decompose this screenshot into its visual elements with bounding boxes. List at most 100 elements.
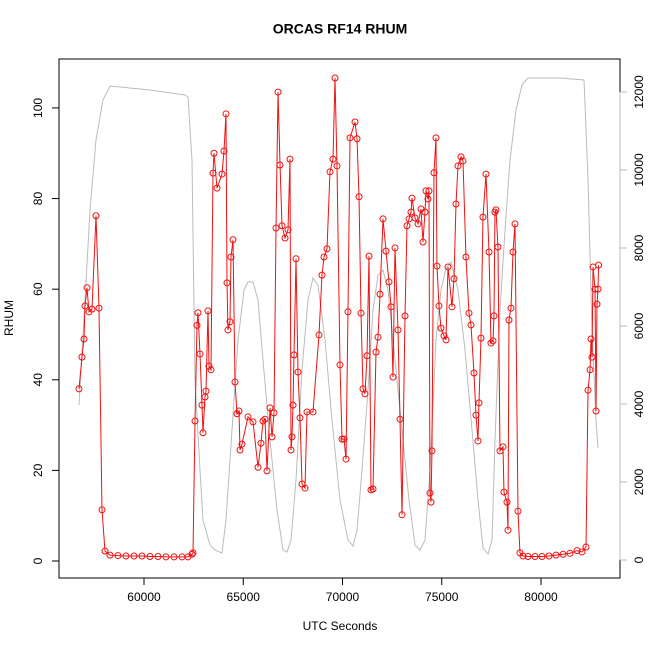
x-tick-label: 65000 bbox=[227, 590, 261, 604]
data-point bbox=[414, 220, 422, 228]
data-point bbox=[588, 353, 596, 361]
data-point bbox=[329, 155, 337, 163]
data-point bbox=[278, 222, 286, 230]
data-point bbox=[503, 498, 511, 506]
data-point bbox=[263, 467, 271, 475]
x-tick-label: 60000 bbox=[127, 590, 161, 604]
x-tick-label: 80000 bbox=[524, 590, 558, 604]
data-point bbox=[213, 184, 221, 192]
data-point bbox=[205, 362, 213, 370]
data-point bbox=[207, 366, 215, 374]
data-point bbox=[236, 446, 244, 454]
data-point bbox=[509, 248, 517, 256]
data-point bbox=[432, 134, 440, 142]
data-point bbox=[114, 552, 122, 560]
data-point bbox=[254, 463, 262, 471]
y-tick-label: 100 bbox=[31, 98, 45, 118]
data-point bbox=[396, 415, 404, 423]
data-point bbox=[403, 222, 411, 230]
data-point bbox=[244, 413, 252, 421]
data-point bbox=[361, 390, 369, 398]
y-axis-label: RHUM bbox=[2, 300, 16, 336]
data-point bbox=[88, 305, 96, 313]
data-point bbox=[191, 417, 199, 425]
data-point bbox=[494, 243, 502, 251]
data-point bbox=[419, 238, 427, 246]
data-point bbox=[257, 439, 265, 447]
data-point bbox=[374, 333, 382, 341]
data-point bbox=[566, 549, 574, 557]
data-point bbox=[261, 415, 269, 423]
data-point bbox=[122, 552, 130, 560]
data-point bbox=[162, 553, 170, 561]
y-tick-label: 40 bbox=[31, 373, 45, 387]
data-point bbox=[465, 309, 473, 317]
y-tick-label: 80 bbox=[31, 192, 45, 206]
data-point bbox=[294, 368, 302, 376]
data-point bbox=[440, 332, 448, 340]
data-point bbox=[519, 552, 527, 560]
data-point bbox=[218, 170, 226, 178]
data-point bbox=[342, 455, 350, 463]
data-point bbox=[353, 135, 361, 143]
data-point bbox=[286, 155, 294, 163]
y-tick-label: 0 bbox=[31, 557, 45, 564]
data-point bbox=[475, 399, 483, 407]
data-point bbox=[222, 110, 230, 118]
data-point bbox=[289, 401, 297, 409]
data-point bbox=[514, 507, 522, 515]
y2-tick-label: 4000 bbox=[632, 390, 646, 417]
data-point bbox=[290, 351, 298, 359]
data-point bbox=[584, 386, 592, 394]
data-point bbox=[442, 336, 450, 344]
data-point bbox=[249, 418, 257, 426]
data-point bbox=[226, 318, 234, 326]
data-point bbox=[457, 153, 465, 161]
y2-tick-label: 12000 bbox=[632, 75, 646, 109]
data-point bbox=[287, 446, 295, 454]
series-line bbox=[78, 78, 600, 558]
data-point bbox=[98, 506, 106, 514]
data-point bbox=[224, 326, 232, 334]
data-point bbox=[433, 262, 441, 270]
data-point bbox=[272, 224, 280, 232]
y2-tick-label: 2000 bbox=[632, 468, 646, 495]
data-point bbox=[470, 369, 478, 377]
data-point bbox=[492, 206, 500, 214]
data-point bbox=[351, 118, 359, 126]
data-point bbox=[408, 194, 416, 202]
data-point bbox=[424, 195, 432, 203]
data-point bbox=[75, 385, 83, 393]
data-point bbox=[487, 339, 495, 347]
data-point bbox=[593, 300, 601, 308]
data-point bbox=[281, 234, 289, 242]
x-tick-label: 70000 bbox=[326, 590, 360, 604]
data-point bbox=[268, 433, 276, 441]
y2-tick-label: 6000 bbox=[632, 312, 646, 339]
data-point bbox=[194, 309, 202, 317]
data-point bbox=[422, 187, 430, 195]
data-point bbox=[227, 253, 235, 261]
data-point bbox=[459, 157, 467, 165]
data-point bbox=[78, 353, 86, 361]
data-point bbox=[462, 253, 470, 261]
y-tick-label: 60 bbox=[31, 282, 45, 296]
data-point bbox=[204, 307, 212, 315]
data-point bbox=[427, 498, 435, 506]
data-point bbox=[235, 407, 243, 415]
data-point bbox=[202, 387, 210, 395]
data-point bbox=[344, 308, 352, 316]
data-point bbox=[407, 208, 415, 216]
data-point bbox=[101, 547, 109, 555]
data-point bbox=[391, 244, 399, 252]
data-point bbox=[196, 350, 204, 358]
data-point bbox=[421, 208, 429, 216]
data-point bbox=[401, 312, 409, 320]
data-point bbox=[505, 316, 513, 324]
data-point bbox=[559, 550, 567, 558]
data-point bbox=[130, 552, 138, 560]
data-point bbox=[552, 551, 560, 559]
data-point bbox=[586, 366, 594, 374]
data-point bbox=[92, 212, 100, 220]
data-point bbox=[193, 321, 201, 329]
